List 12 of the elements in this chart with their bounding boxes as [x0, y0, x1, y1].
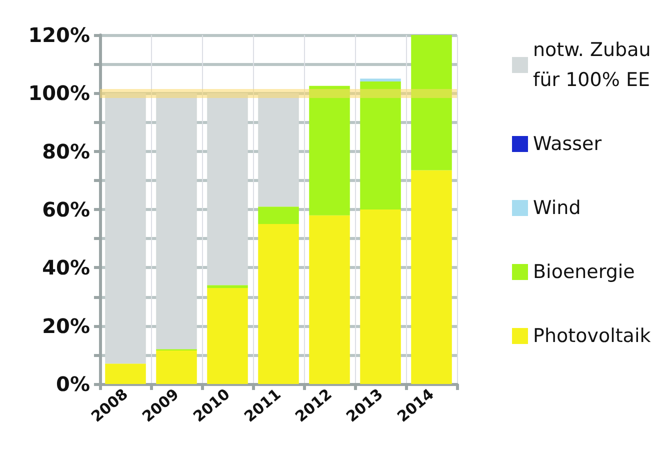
y-tick-label: 0% [56, 372, 90, 396]
legend-label: Bioenergie [533, 261, 635, 283]
y-tick-label: 20% [42, 314, 90, 338]
y-tick-label: 120% [28, 23, 90, 47]
y-tick-label: 100% [28, 81, 90, 106]
y-tick-label: 60% [42, 198, 90, 222]
legend-label: Photovoltaik [533, 325, 651, 347]
legend-label: Wind [533, 197, 581, 219]
y-tick-label: 80% [42, 139, 90, 164]
legend-label: notw. Zubau für 100% EE [533, 39, 657, 91]
y-tick-label: 40% [42, 256, 90, 280]
legend-label: Wasser [533, 133, 602, 155]
